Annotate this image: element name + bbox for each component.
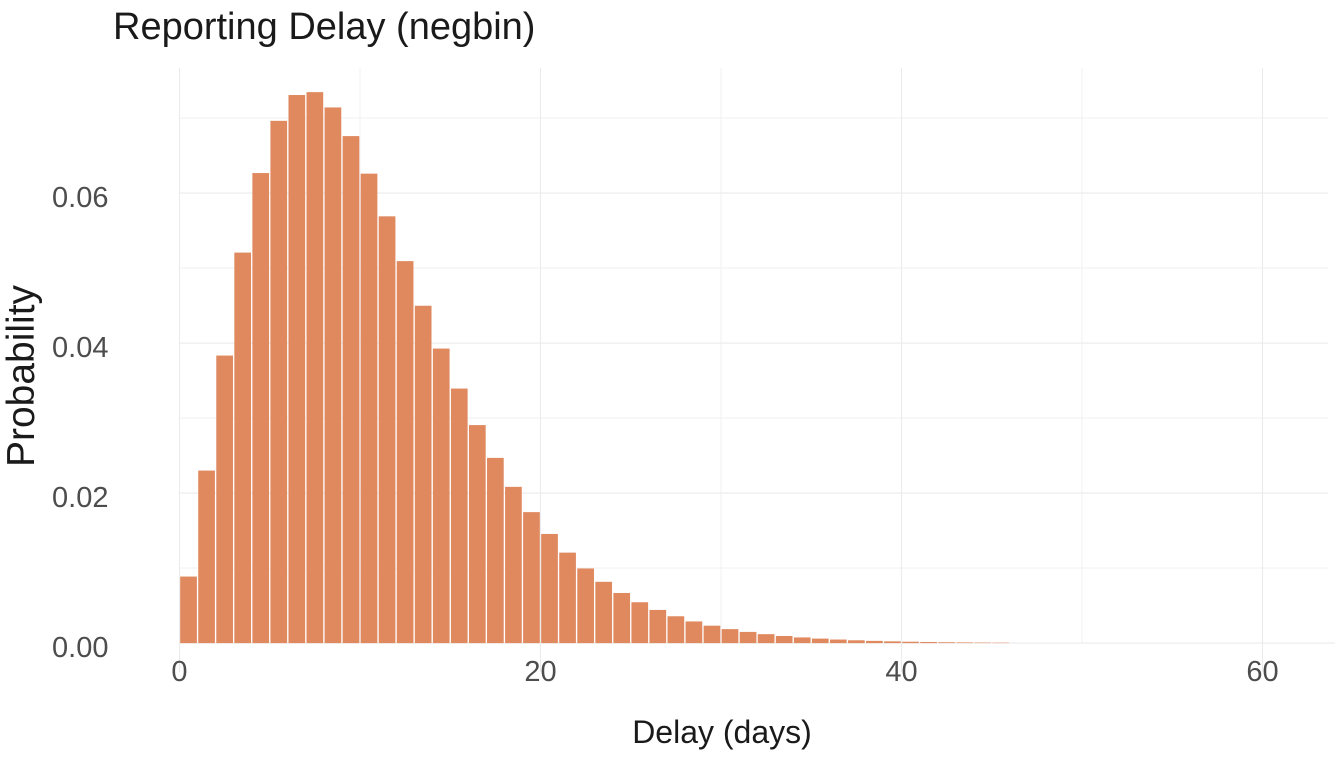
svg-text:40: 40 — [885, 656, 917, 688]
svg-text:0.02: 0.02 — [52, 482, 108, 514]
svg-text:0.06: 0.06 — [52, 182, 108, 214]
svg-text:60: 60 — [1246, 656, 1278, 688]
svg-text:0.00: 0.00 — [52, 632, 108, 664]
svg-text:0.04: 0.04 — [52, 332, 108, 364]
svg-text:20: 20 — [524, 656, 556, 688]
svg-text:0: 0 — [171, 656, 187, 688]
